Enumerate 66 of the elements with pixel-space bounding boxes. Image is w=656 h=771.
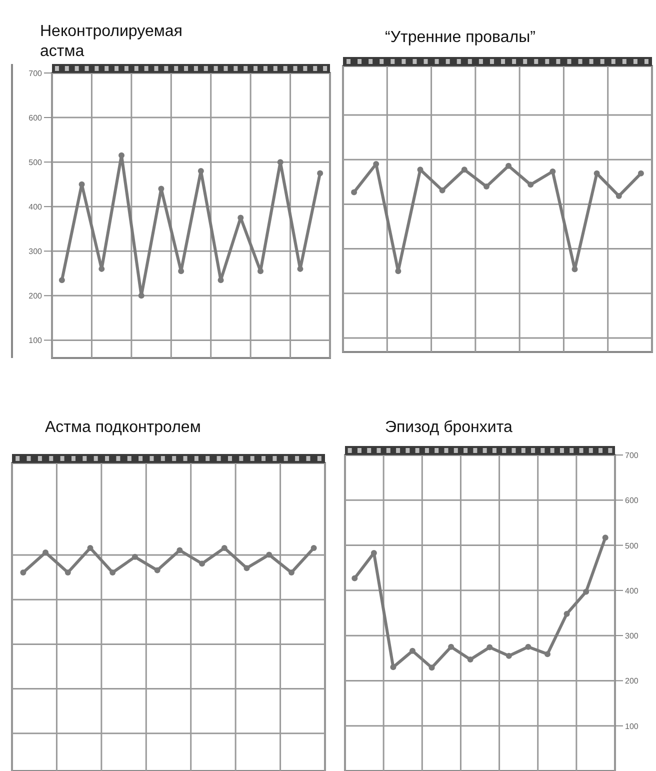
point xyxy=(448,644,454,650)
point xyxy=(78,181,85,188)
point xyxy=(602,534,608,541)
point xyxy=(370,550,377,556)
chart-title: Астма подконтролем xyxy=(45,419,201,436)
y-tick-label: 500 xyxy=(625,541,639,550)
y-tick-label: 500 xyxy=(28,158,43,168)
y-tick-label: 100 xyxy=(28,336,43,346)
point xyxy=(467,656,474,662)
point xyxy=(506,652,512,659)
point xyxy=(199,560,206,567)
point xyxy=(266,552,272,558)
chart-title: Эпизод бронхита xyxy=(385,419,512,436)
point xyxy=(288,570,294,576)
point xyxy=(564,610,570,617)
y-tick-label: 300 xyxy=(28,247,43,256)
point xyxy=(317,170,324,176)
point xyxy=(58,277,65,284)
point xyxy=(20,570,26,576)
point xyxy=(64,570,71,576)
y-tick-label: 700 xyxy=(625,451,639,460)
point xyxy=(352,575,358,582)
y-tick-label: 400 xyxy=(28,202,43,212)
point xyxy=(258,268,264,274)
y-tick-label: 700 xyxy=(28,69,43,78)
point xyxy=(42,549,49,556)
y-tick-label: 600 xyxy=(28,114,43,123)
point xyxy=(638,170,644,176)
point xyxy=(87,545,94,551)
y-tick-label: 100 xyxy=(625,722,639,731)
y-tick-label: 300 xyxy=(625,632,639,641)
point xyxy=(138,292,144,299)
point xyxy=(373,161,380,167)
point xyxy=(616,192,622,199)
point xyxy=(506,162,512,169)
point xyxy=(428,664,435,671)
point xyxy=(395,268,402,274)
point xyxy=(410,648,416,654)
point xyxy=(583,588,590,595)
point xyxy=(486,644,493,650)
y-tick-label: 200 xyxy=(625,676,639,686)
point xyxy=(390,664,396,670)
chart-title: “Утренние провалы” xyxy=(385,29,536,46)
y-tick-label: 600 xyxy=(625,496,639,506)
y-tick-label: 200 xyxy=(28,292,43,301)
point xyxy=(544,651,550,658)
point xyxy=(594,170,600,176)
point xyxy=(198,168,204,174)
point xyxy=(132,554,138,560)
point xyxy=(244,565,250,572)
point xyxy=(483,184,490,190)
point xyxy=(351,189,358,196)
point xyxy=(154,567,160,574)
point xyxy=(439,187,446,194)
point xyxy=(176,547,183,554)
point xyxy=(110,570,116,576)
point xyxy=(118,152,124,158)
y-tick-label: 400 xyxy=(625,586,639,596)
point xyxy=(550,168,556,175)
point xyxy=(218,277,224,284)
point xyxy=(525,644,532,650)
point xyxy=(310,545,317,551)
point xyxy=(528,182,534,188)
point xyxy=(461,166,468,173)
chart-title: Неконтролируемая астма xyxy=(40,23,182,60)
point xyxy=(221,545,228,551)
